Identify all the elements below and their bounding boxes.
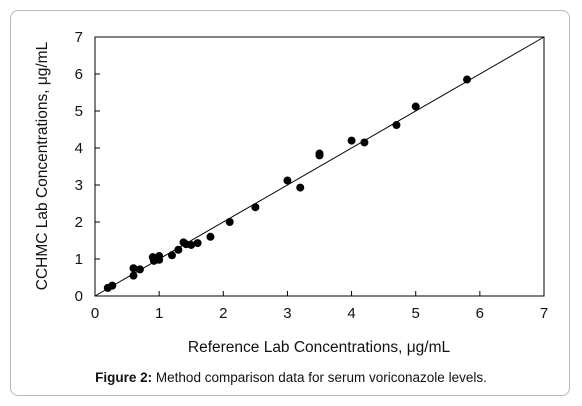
data-point bbox=[251, 203, 260, 212]
y-tick-label: 4 bbox=[75, 140, 83, 157]
data-point bbox=[108, 281, 117, 290]
data-point bbox=[360, 138, 369, 147]
y-tick-label: 6 bbox=[75, 66, 83, 83]
data-point bbox=[283, 176, 292, 185]
caption-text: Method comparison data for serum voricon… bbox=[155, 370, 487, 385]
caption-label: Figure 2: bbox=[95, 370, 153, 385]
data-point bbox=[296, 183, 305, 192]
y-tick-label: 1 bbox=[75, 251, 83, 268]
y-tick-label: 3 bbox=[75, 177, 83, 194]
data-point bbox=[463, 75, 472, 84]
x-tick-label: 1 bbox=[155, 305, 163, 322]
data-point bbox=[129, 264, 138, 273]
data-point bbox=[193, 239, 202, 248]
y-tick-label: 2 bbox=[75, 214, 83, 231]
data-point bbox=[392, 121, 401, 130]
data-point bbox=[315, 149, 324, 158]
x-axis-title: Reference Lab Concentrations, μg/mL bbox=[188, 339, 451, 356]
figure-caption: Figure 2: Method comparison data for ser… bbox=[0, 370, 582, 385]
data-point bbox=[135, 265, 144, 274]
data-point bbox=[206, 232, 215, 241]
y-axis-ticks: 0 1 2 3 4 5 6 7 bbox=[75, 29, 100, 305]
x-axis-ticks: 0 1 2 3 4 5 6 7 bbox=[91, 291, 548, 322]
x-tick-label: 2 bbox=[219, 305, 227, 322]
data-point bbox=[129, 271, 138, 280]
x-tick-label: 5 bbox=[412, 305, 420, 322]
data-points bbox=[103, 75, 472, 292]
data-point bbox=[347, 136, 356, 145]
y-tick-label: 5 bbox=[75, 103, 83, 120]
y-tick-label: 0 bbox=[75, 288, 83, 305]
y-axis-title: CCHMC Lab Concentrations, μg/mL bbox=[34, 41, 51, 290]
x-tick-label: 3 bbox=[283, 305, 291, 322]
x-tick-label: 0 bbox=[91, 305, 99, 322]
data-point bbox=[167, 251, 176, 260]
data-point bbox=[225, 218, 234, 226]
data-point bbox=[174, 245, 183, 254]
y-tick-label: 7 bbox=[75, 29, 83, 46]
x-tick-label: 6 bbox=[476, 305, 484, 322]
x-tick-label: 7 bbox=[540, 305, 548, 322]
data-point bbox=[187, 240, 196, 249]
data-point bbox=[411, 102, 420, 111]
x-tick-label: 4 bbox=[347, 305, 355, 322]
data-point bbox=[155, 255, 164, 264]
